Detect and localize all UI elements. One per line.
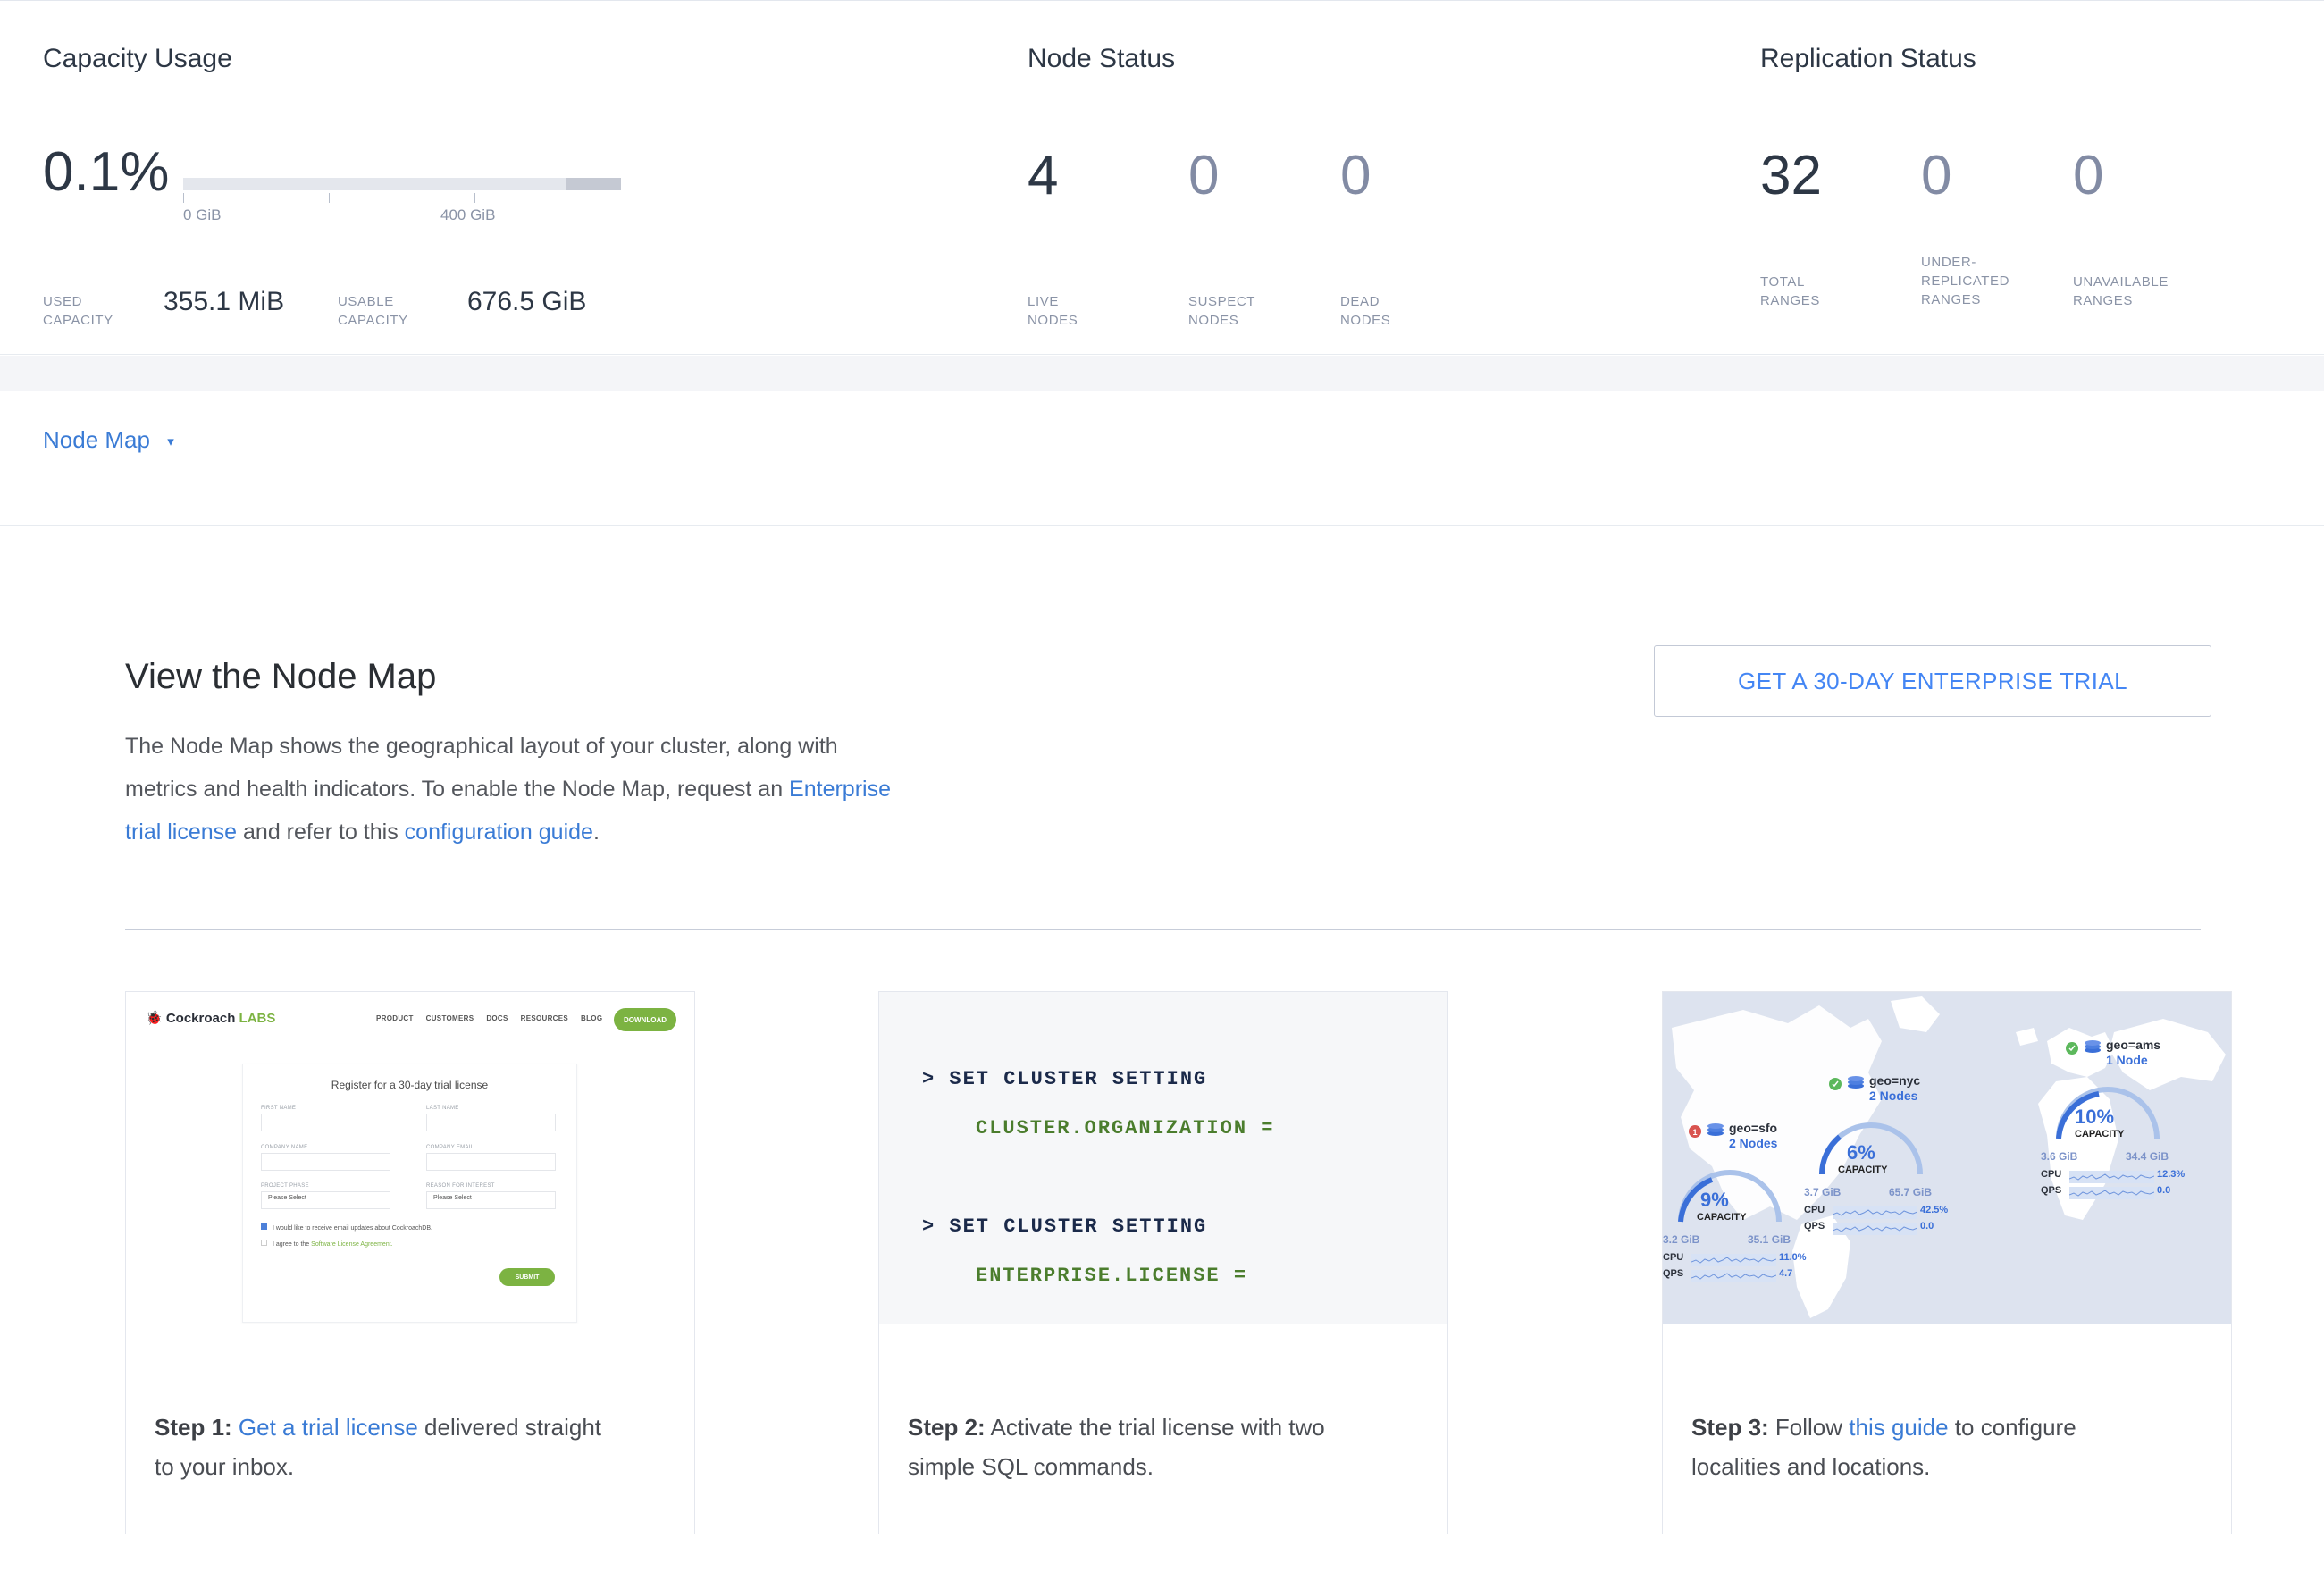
svg-text:1: 1 xyxy=(1692,1128,1697,1137)
